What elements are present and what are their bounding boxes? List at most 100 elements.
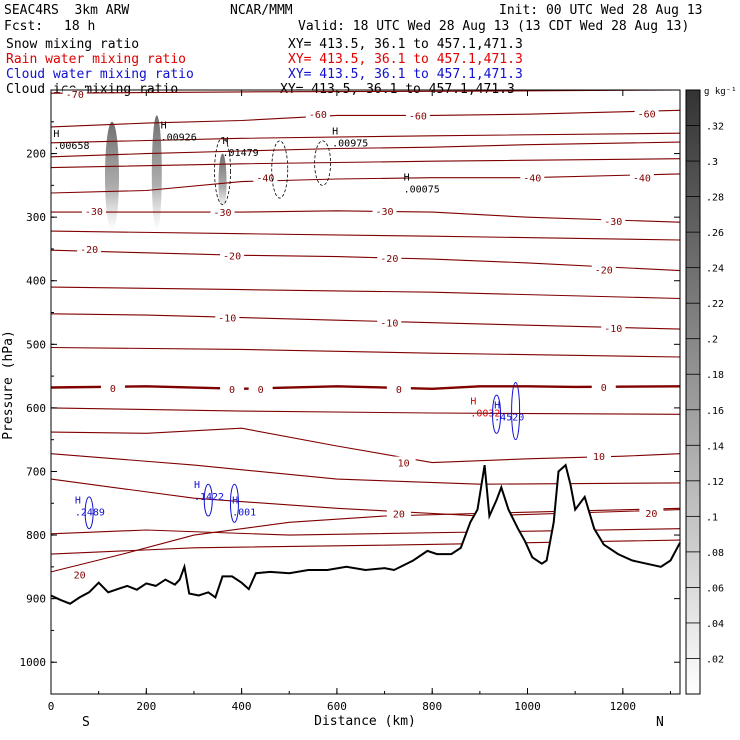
y-tick-label: 400 — [26, 275, 46, 288]
isotherm-label: -20 — [380, 254, 398, 265]
colorbar-tick-label: .02 — [706, 654, 724, 665]
cloud-water-maximum-value: .001 — [232, 507, 256, 518]
x-tick-label: 600 — [327, 700, 347, 713]
contour-label-bg — [210, 206, 235, 219]
contour-label-bg — [591, 380, 616, 393]
isotherm-label: -40 — [523, 174, 541, 185]
field-label-cloud-water: Cloud water mixing ratio — [6, 67, 194, 82]
isotherm-line — [50, 539, 681, 555]
y-tick-label: 300 — [26, 211, 46, 224]
snow-shading-plume — [151, 115, 162, 232]
cloud-ice-contour — [214, 137, 231, 205]
x-tick-label: 1000 — [514, 700, 541, 713]
contour-label-bg — [386, 382, 411, 395]
isotherm-m30 — [51, 210, 681, 223]
contour-label-bg — [305, 108, 330, 121]
colorbar-tick-label: .08 — [706, 548, 724, 559]
colorbar-tick-label: .26 — [706, 228, 724, 239]
isotherm-label: -60 — [638, 110, 656, 121]
xy-range-snow: XY= 413.5, 36.1 to 457.1,471.3 — [288, 37, 523, 52]
contour-label-bg — [386, 507, 411, 520]
colorbar-ramp — [685, 89, 701, 695]
colorbar-tick-label: .14 — [706, 441, 724, 452]
isotherm-label: 10 — [593, 452, 605, 463]
colorbar-tick-label: .06 — [706, 583, 724, 594]
contour-label-bg — [81, 204, 106, 217]
y-tick-label: 800 — [26, 529, 46, 542]
isotherm-label: 0 — [601, 383, 607, 394]
cloud-water-contour — [203, 483, 213, 517]
forecast-value: 18 h — [64, 19, 96, 34]
colorbar-tick-label: .3 — [706, 157, 718, 168]
contour-label-bg — [220, 249, 245, 262]
colorbar-tick-label: .16 — [706, 406, 724, 417]
contour-label-bg — [601, 321, 626, 334]
colorbar-tick-label: .32 — [706, 122, 724, 133]
contour-label-bg — [215, 311, 240, 324]
snow-maximum-value: .00658 — [53, 141, 89, 152]
cloud-water-maximum-value: .4520 — [494, 413, 524, 424]
isotherm-line — [50, 478, 681, 517]
contour-label-bg — [405, 109, 430, 122]
y-tick-label: 700 — [26, 465, 46, 478]
plot-frame — [50, 89, 681, 695]
cloud-water-contour — [229, 483, 239, 523]
snow-shading-plume — [218, 153, 227, 211]
snow-shading-layer — [104, 115, 227, 232]
isotherm-label: -30 — [604, 217, 622, 228]
temperature-contours: -70 -60 -60 -60 -40 -40 -40 -30 -30 -30 -30 -20 -20 -… — [50, 87, 681, 581]
isotherm-label: -20 — [595, 265, 613, 276]
contour-label-bg — [591, 263, 616, 276]
xy-range-cloud-water: XY= 413.5, 36.1 to 457.1,471.3 — [288, 67, 523, 82]
isotherm-label: -40 — [633, 174, 651, 185]
snow-maximum-marker-h: H — [404, 172, 410, 183]
x-axis-right-end-label: N — [656, 715, 664, 730]
cloud-water-maximum-marker-h: H — [232, 495, 238, 506]
cloud-water-maximum-marker-h: H — [194, 480, 200, 491]
x-tick-label: 200 — [136, 700, 156, 713]
colorbar-tick-label: .2 — [706, 335, 718, 346]
colorbar-tick-label: .1 — [706, 512, 718, 523]
cloud-water-maximum-marker-h: H — [494, 401, 500, 412]
contour-label-bg — [520, 171, 545, 184]
isotherm-line — [50, 132, 681, 144]
isotherm-m50 — [50, 141, 681, 158]
y-tick-label: 200 — [26, 148, 46, 161]
cloud-water-contour — [84, 496, 94, 530]
snow-maximum-value: .00975 — [332, 139, 368, 150]
isotherm-label: 0 — [229, 385, 235, 396]
forecast-label: Fcst: — [4, 19, 44, 34]
colorbar-tick-label: .12 — [706, 477, 724, 488]
title-left: SEAC4RS 3km ARW — [4, 3, 130, 18]
y-tick-label: 600 — [26, 402, 46, 415]
isotherm-line — [50, 407, 681, 415]
contour-label-bg — [377, 251, 402, 264]
snow-maximum-marker-h: H — [223, 136, 229, 147]
isotherm-label: -70 — [66, 90, 84, 101]
snow-maximum-value: .00926 — [161, 132, 197, 143]
y-tick-label: 1000 — [20, 656, 47, 669]
cloud-ice-contour — [314, 140, 332, 186]
x-axis-left-end-label: S — [82, 715, 90, 730]
x-tick-label: 0 — [48, 700, 55, 713]
contour-label-bg — [634, 107, 659, 120]
isotherm-10 — [50, 427, 681, 464]
x-tick-label: 400 — [232, 700, 252, 713]
isotherm-m10 — [50, 313, 681, 330]
contour-label-bg — [601, 214, 626, 227]
isotherm-label: 10 — [398, 459, 410, 470]
cloud-water-contour — [492, 394, 502, 434]
snow-maximum-marker-h: H — [53, 129, 59, 140]
axes: 0 200 400 600 800 1000 12002003004005006007008… — [20, 90, 680, 713]
contour-label-bg — [629, 171, 654, 184]
snow-shading-plume — [104, 121, 119, 232]
isotherm-label: -20 — [223, 251, 241, 262]
isotherm-label: 0 — [110, 384, 116, 395]
x-tick-label: 800 — [422, 700, 442, 713]
isotherm-label: -30 — [214, 208, 232, 219]
terrain-line — [50, 463, 681, 605]
contour-label-bg — [220, 382, 245, 395]
isotherm-m60 — [50, 109, 681, 128]
